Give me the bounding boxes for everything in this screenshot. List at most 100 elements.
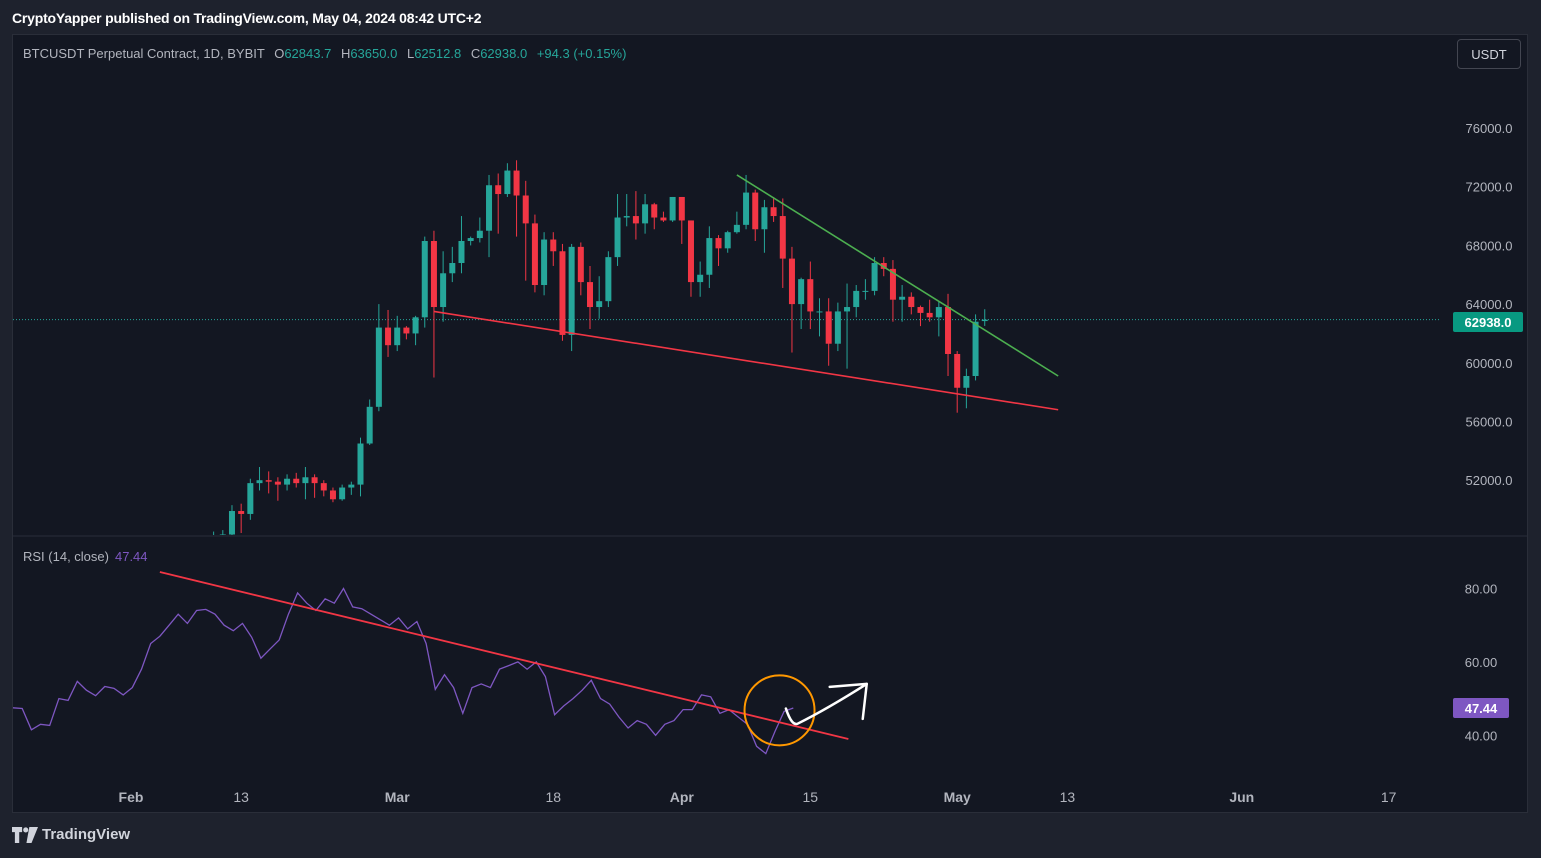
candle-body xyxy=(587,282,593,308)
candle-body xyxy=(963,376,970,388)
candle-body xyxy=(614,217,621,258)
candle-body xyxy=(733,224,740,233)
time-tick-label: Mar xyxy=(385,789,410,805)
high-value: 63650.0 xyxy=(350,46,398,61)
candle-body xyxy=(293,478,300,484)
candle-body xyxy=(678,196,685,221)
candles-group xyxy=(201,160,988,561)
close-label: C xyxy=(470,46,481,61)
publisher-header: CryptoYapper published on TradingView.co… xyxy=(12,10,482,26)
candle-body xyxy=(981,319,988,322)
candle-body xyxy=(844,307,851,312)
candle-body xyxy=(256,480,263,484)
candle-body xyxy=(596,301,603,308)
candle-body xyxy=(531,223,538,286)
current-price-badge: 62938.0 xyxy=(1453,312,1523,332)
candle-body xyxy=(348,484,355,488)
candle-body xyxy=(421,240,428,318)
candle-body xyxy=(274,481,281,485)
candle-body xyxy=(687,220,694,283)
change-value: +94.3 (+0.15%) xyxy=(536,46,627,61)
candle-body xyxy=(632,216,639,224)
close-value: 62938.0 xyxy=(480,46,528,61)
currency-button[interactable]: USDT xyxy=(1457,39,1521,69)
candle-body xyxy=(238,511,245,514)
candle-body xyxy=(449,263,456,274)
candle-body xyxy=(265,480,272,482)
candle-body xyxy=(954,353,961,388)
price-legend: BTCUSDT Perpetual Contract, 1D, BYBIT O6… xyxy=(23,46,626,61)
price-tick-label: 56000.0 xyxy=(1466,415,1513,430)
candle-body xyxy=(394,327,401,346)
candle-body xyxy=(871,263,878,291)
candle-body xyxy=(228,511,235,535)
open-value: 62843.7 xyxy=(284,46,332,61)
candle-body xyxy=(430,240,437,308)
time-tick-label: 13 xyxy=(1060,789,1076,805)
candle-body xyxy=(476,230,483,239)
candle-body xyxy=(899,296,906,300)
candle-body xyxy=(329,490,336,500)
time-tick-label: 18 xyxy=(545,789,561,805)
rsi-line xyxy=(13,587,794,755)
rsi-value-badge: 47.44 xyxy=(1453,698,1509,718)
candle-body xyxy=(660,217,667,221)
candle-body xyxy=(440,273,447,308)
time-tick-label: Jun xyxy=(1229,789,1254,805)
candle-body xyxy=(889,268,896,300)
time-tick-label: Feb xyxy=(119,789,144,805)
rsi-legend: RSI (14, close) 47.44 xyxy=(23,549,148,564)
candle-body xyxy=(320,483,327,491)
candle-body xyxy=(513,170,520,196)
candle-body xyxy=(761,207,768,230)
high-label: H xyxy=(340,46,351,61)
footer-brand: TradingView xyxy=(12,826,130,843)
upper-trendline xyxy=(736,174,1059,377)
candle-body xyxy=(743,192,750,225)
tradingview-logo-icon xyxy=(12,826,38,843)
footer-brand-label: TradingView xyxy=(42,826,131,843)
low-value: 62512.8 xyxy=(414,46,462,61)
price-tick-label: 68000.0 xyxy=(1466,238,1513,253)
candle-body xyxy=(798,279,805,305)
candle-body xyxy=(366,406,373,444)
candle-body xyxy=(458,240,465,264)
arrow-head xyxy=(828,682,868,721)
candle-body xyxy=(201,542,207,561)
candle-body xyxy=(211,536,217,542)
candle-body xyxy=(412,317,419,334)
candle-body xyxy=(247,483,254,514)
chart-frame[interactable]: BTCUSDT Perpetual Contract, 1D, BYBIT O6… xyxy=(12,34,1528,813)
candle-body xyxy=(522,195,529,224)
rsi-tick-label: 40.00 xyxy=(1465,728,1498,743)
candle-body xyxy=(559,251,566,335)
candle-body xyxy=(311,477,318,484)
candle-body xyxy=(495,185,502,195)
candle-body xyxy=(779,216,786,259)
low-label: L xyxy=(406,46,415,61)
lower-trendline xyxy=(433,310,1059,411)
time-tick-label: Apr xyxy=(670,789,695,805)
candle-body xyxy=(284,478,291,485)
candle-body xyxy=(853,290,860,308)
price-tick-label: 52000.0 xyxy=(1466,473,1513,488)
rsi-legend-label: RSI (14, close) xyxy=(23,549,109,564)
candle-body xyxy=(357,443,364,485)
candle-body xyxy=(697,274,704,283)
candle-body xyxy=(825,311,832,344)
candle-body xyxy=(788,258,795,305)
candle-body xyxy=(219,534,226,535)
rsi-trendline xyxy=(159,571,849,740)
price-tick-label: 76000.0 xyxy=(1466,121,1513,136)
candle-body xyxy=(972,321,979,377)
time-tick-label: 15 xyxy=(803,789,819,805)
chart-canvas[interactable]: 76000.0 72000.0 68000.0 64000.0 60000.0 56000… xyxy=(13,35,1527,812)
rsi-tick-label: 60.00 xyxy=(1465,655,1498,670)
candle-body xyxy=(403,327,410,334)
candle-body xyxy=(467,238,474,241)
candle-body xyxy=(834,311,841,344)
candle-body xyxy=(568,246,575,335)
candle-body xyxy=(807,279,814,312)
candle-body xyxy=(550,239,557,252)
candle-body xyxy=(577,246,584,283)
